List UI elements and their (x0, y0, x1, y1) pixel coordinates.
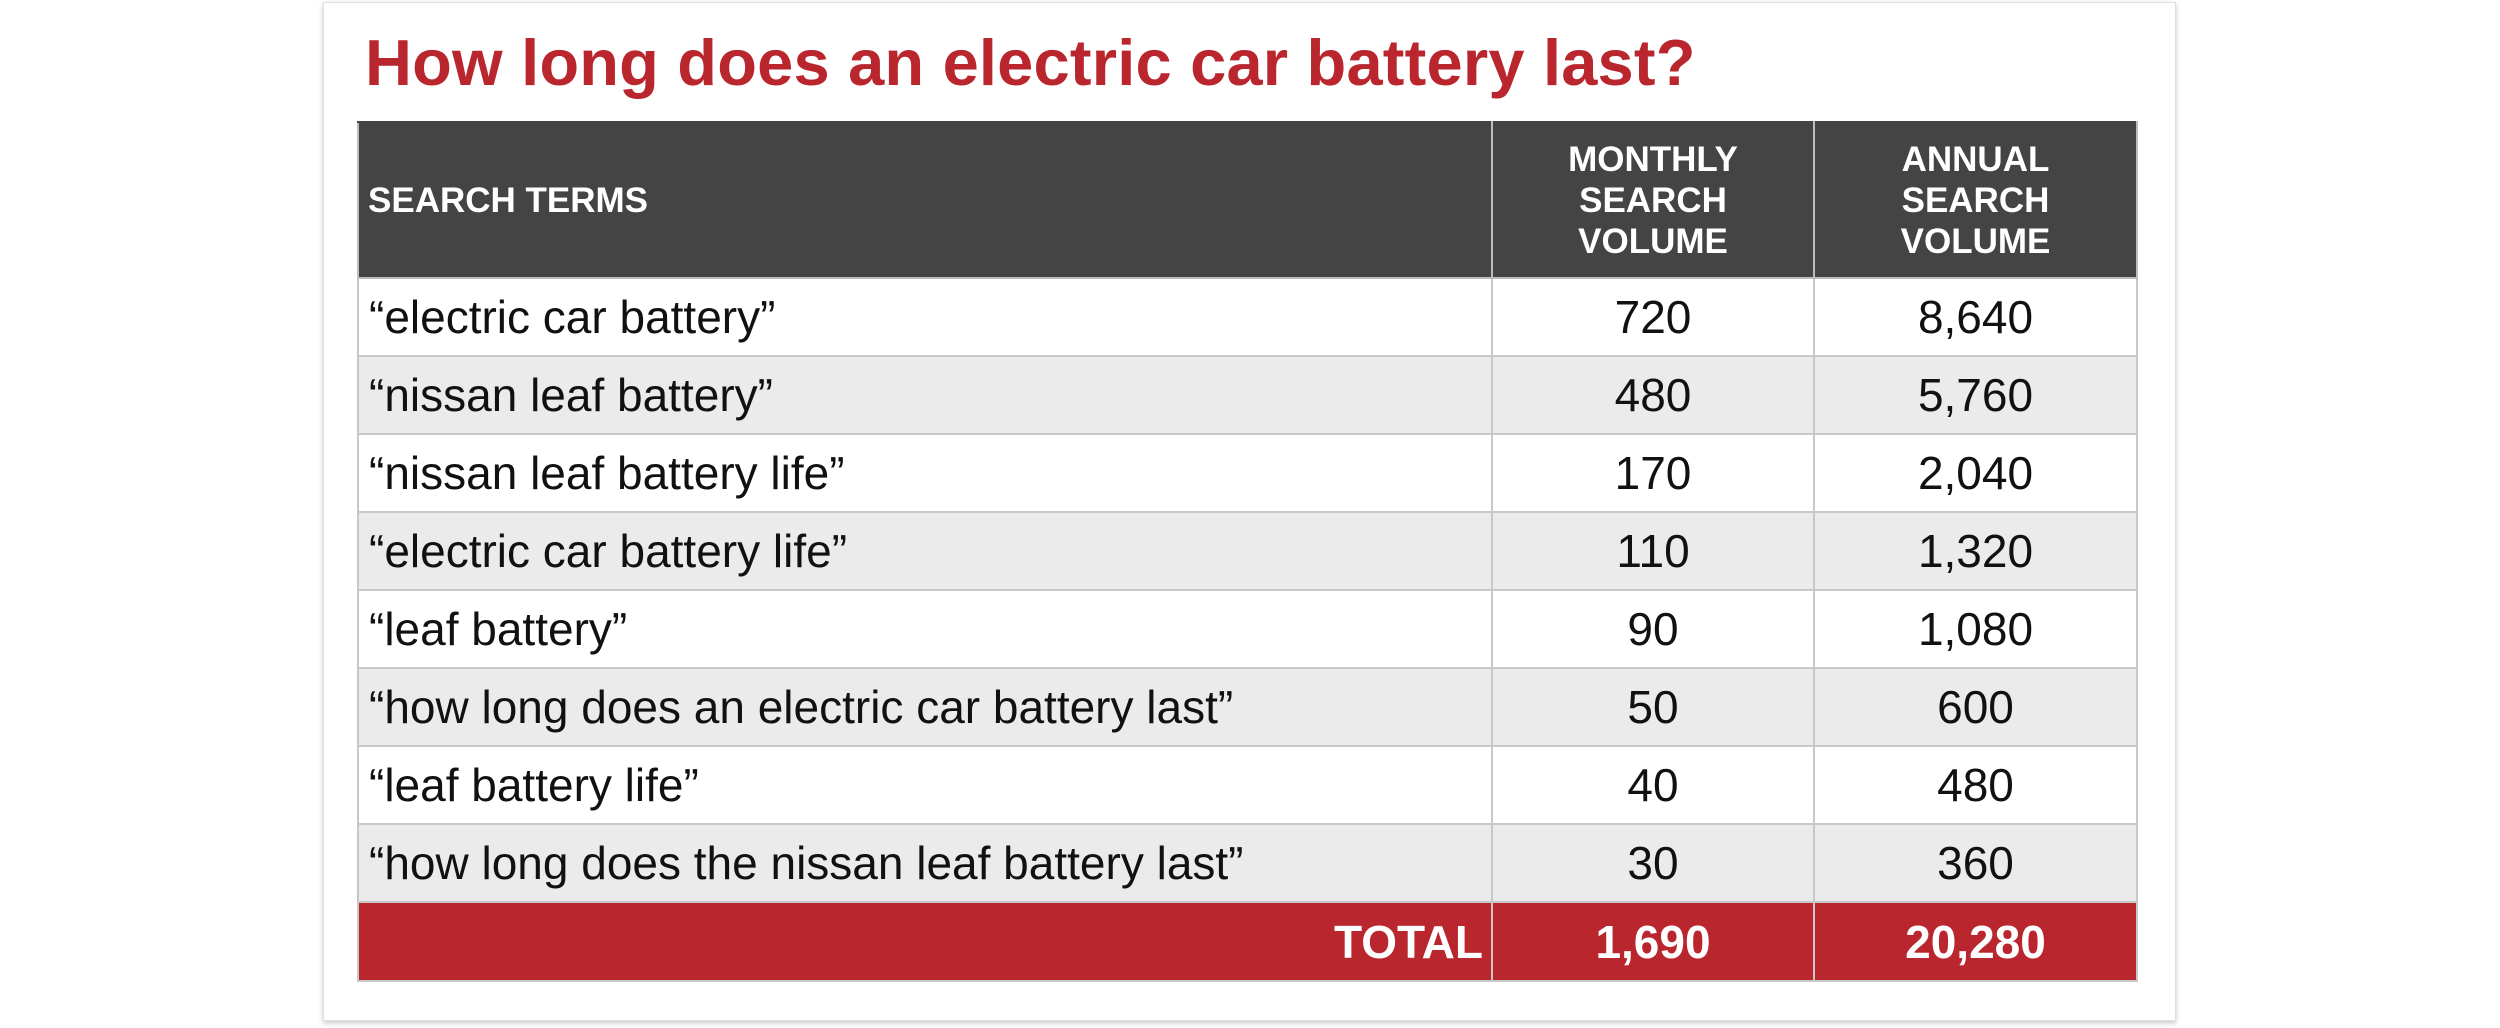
term-cell: “leaf battery” (357, 589, 1493, 669)
term-cell: “leaf battery life” (357, 745, 1493, 825)
total-annual: 20,280 (1813, 901, 2138, 982)
search-volume-table: SEARCH TERMS MONTHLY SEARCH VOLUME ANNUAL S… (357, 121, 2138, 982)
annual-volume-cell: 5,760 (1813, 355, 2138, 435)
monthly-volume-cell: 40 (1491, 745, 1815, 825)
monthly-volume-cell: 50 (1491, 667, 1815, 747)
table-row: “electric car battery life” 110 1,320 (357, 511, 2138, 591)
annual-volume-cell: 600 (1813, 667, 2138, 747)
table-row: “how long does the nissan leaf battery l… (357, 823, 2138, 903)
annual-volume-cell: 1,080 (1813, 589, 2138, 669)
table-card: How long does an electric car battery la… (323, 2, 2176, 1021)
term-cell: “nissan leaf battery” (357, 355, 1493, 435)
term-cell: “how long does the nissan leaf battery l… (357, 823, 1493, 903)
total-monthly: 1,690 (1491, 901, 1815, 982)
term-cell: “how long does an electric car battery l… (357, 667, 1493, 747)
monthly-volume-cell: 480 (1491, 355, 1815, 435)
monthly-volume-cell: 170 (1491, 433, 1815, 513)
term-cell: “electric car battery” (357, 277, 1493, 357)
monthly-volume-cell: 90 (1491, 589, 1815, 669)
monthly-volume-cell: 110 (1491, 511, 1815, 591)
annual-volume-cell: 8,640 (1813, 277, 2138, 357)
monthly-volume-cell: 30 (1491, 823, 1815, 903)
header-row: SEARCH TERMS MONTHLY SEARCH VOLUME ANNUAL S… (357, 121, 2138, 279)
table-row: “leaf battery life” 40 480 (357, 745, 2138, 825)
annual-volume-cell: 2,040 (1813, 433, 2138, 513)
header-annual-volume: ANNUAL SEARCH VOLUME (1813, 121, 2138, 279)
total-row: TOTAL 1,690 20,280 (357, 901, 2138, 982)
header-search-terms: SEARCH TERMS (357, 121, 1493, 279)
annual-volume-cell: 480 (1813, 745, 2138, 825)
total-label: TOTAL (357, 901, 1493, 982)
table-row: “nissan leaf battery” 480 5,760 (357, 355, 2138, 435)
table-row: “electric car battery” 720 8,640 (357, 277, 2138, 357)
monthly-volume-cell: 720 (1491, 277, 1815, 357)
term-cell: “electric car battery life” (357, 511, 1493, 591)
table-row: “how long does an electric car battery l… (357, 667, 2138, 747)
term-cell: “nissan leaf battery life” (357, 433, 1493, 513)
annual-volume-cell: 1,320 (1813, 511, 2138, 591)
table-title: How long does an electric car battery la… (365, 26, 1696, 99)
table-row: “leaf battery” 90 1,080 (357, 589, 2138, 669)
header-monthly-volume: MONTHLY SEARCH VOLUME (1491, 121, 1815, 279)
annual-volume-cell: 360 (1813, 823, 2138, 903)
table-row: “nissan leaf battery life” 170 2,040 (357, 433, 2138, 513)
